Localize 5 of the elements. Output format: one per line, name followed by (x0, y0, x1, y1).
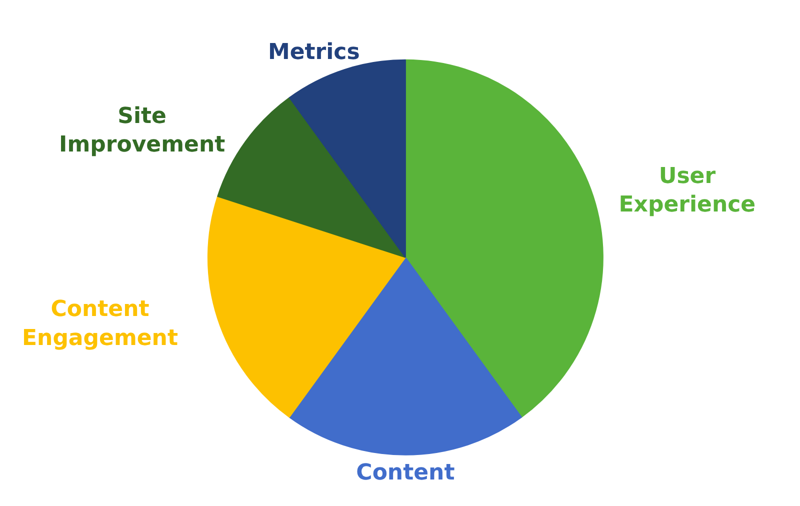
slice-label: User Experience (618, 164, 756, 218)
slice-label: Content (356, 460, 456, 486)
slice-label: Metrics (268, 40, 360, 65)
slice-label: Content Engagement (22, 297, 178, 351)
slice-label: Site Improvement (59, 104, 226, 158)
